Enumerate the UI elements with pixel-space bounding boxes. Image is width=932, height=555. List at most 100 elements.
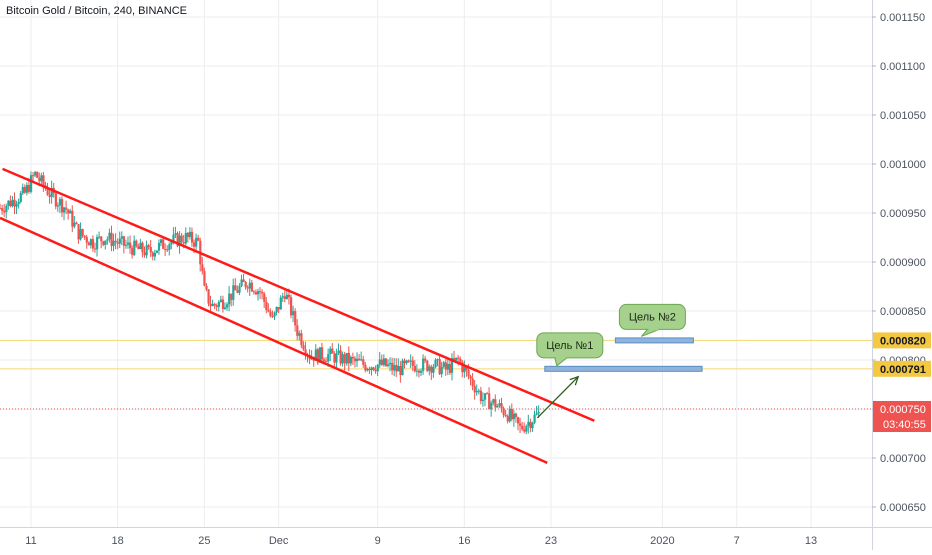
candle-down [407,360,410,362]
candle-down [523,429,526,432]
candle-down [110,232,113,246]
candle-down [221,299,225,310]
time-tick-label: 18 [112,535,124,547]
candle-up [533,414,536,423]
candle-down [100,236,103,242]
candle-up [508,409,511,422]
candles-layer [0,170,540,435]
candle-down [403,360,406,364]
channel-trend-line[interactable] [0,216,548,465]
candle-down [151,252,154,257]
levels-layer [0,339,872,410]
level-price-tag[interactable] [873,360,931,377]
candle-down [519,423,522,426]
candle-up [337,350,340,354]
candle-up [446,364,450,370]
candle-down [380,359,383,365]
candle-down [203,271,206,286]
candle-down [244,282,247,288]
time-tick-label: 9 [375,535,381,547]
candle-down [426,360,429,371]
candle-up [30,175,33,192]
candle-up [349,357,353,364]
candle-up [63,207,66,213]
candle-down [506,416,509,422]
candle-down [164,248,167,250]
level-price-tag[interactable] [873,332,931,349]
time-tick-label: 13 [805,535,817,547]
candle-down [384,358,388,366]
target-label: Цель №2 [629,311,676,323]
candle-up [238,286,241,293]
candle-up [537,411,540,414]
countdown-label: 03:40:55 [883,419,926,431]
candle-up [104,240,107,245]
candle-down [479,390,483,402]
candle-down [77,224,80,240]
candle-down [23,187,27,193]
candle-up [112,240,115,246]
candle-up [195,237,198,247]
price-tick-label: 0.000950 [880,208,926,220]
candle-down [486,393,489,395]
target-zone[interactable] [544,365,703,372]
candle-down [267,309,270,312]
candle-up [145,245,148,256]
candle-down [391,362,394,371]
candle-down [343,354,346,364]
candle-up [160,239,163,243]
current-price-tag[interactable] [873,401,931,432]
current-price-label: 0.000750 [880,404,926,416]
drawings-layer[interactable]: Цель №1 Цель №2 [0,167,703,465]
candle-down [259,291,262,293]
candle-up [318,347,322,363]
candle-down [296,325,299,336]
candle-down [529,421,532,429]
candle-up [531,422,534,429]
candle-up [168,244,171,250]
candle-up [15,204,18,207]
price-tick-label: 0.000850 [880,306,926,318]
candle-down [207,289,210,304]
candle-up [490,402,493,410]
candle-down [438,359,441,375]
candle-down [269,311,272,316]
channel-trend-line[interactable] [2,167,595,422]
candle-down [411,360,414,366]
candle-down [358,358,361,361]
candle-down [215,305,218,307]
candle-down [141,242,144,253]
candle-down [67,209,70,214]
candle-down [459,358,462,363]
candle-down [290,297,293,316]
candle-up [139,242,142,250]
candle-up [450,358,454,373]
forecast-arrow-head [569,375,580,386]
candle-up [314,349,317,361]
time-axis[interactable]: 11 18 25 Dec 9 16 23 2020 7 13 [0,527,932,548]
candle-down [213,303,216,306]
candle-up [96,237,99,250]
price-axis[interactable]: 0.001150 0.001100 0.001050 0.001000 0.000950… [872,0,931,550]
candle-up [118,238,121,244]
candle-up [477,390,480,392]
candle-down [71,210,74,227]
time-tick-label: 23 [545,535,557,547]
candle-up [219,299,223,302]
candle-down [236,290,239,293]
candle-up [409,360,412,362]
forecast-arrow[interactable] [536,376,579,419]
price-tick-label: 0.000650 [880,502,926,514]
candle-up [475,390,478,393]
callout-bubble[interactable] [536,332,604,359]
candle-up [382,358,386,365]
target-zone[interactable] [614,337,694,344]
candle-down [347,352,350,364]
candle-down [9,200,12,207]
candle-up [232,285,235,300]
candle-down [457,357,460,359]
candle-down [333,353,336,363]
candle-up [40,175,43,182]
